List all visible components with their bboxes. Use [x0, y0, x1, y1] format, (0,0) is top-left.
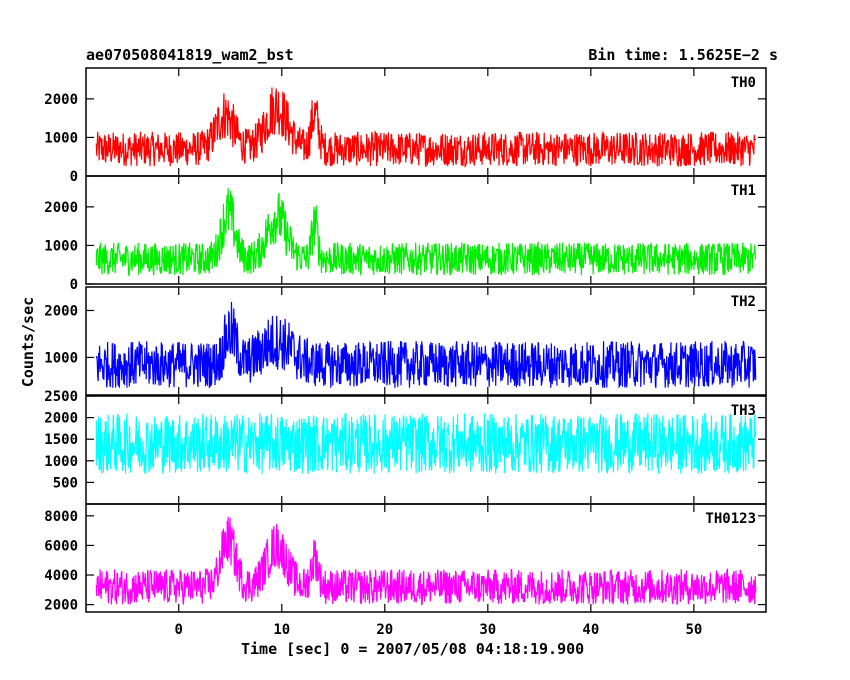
- plot-title-right: Bin time: 1.5625E−2 s: [588, 46, 778, 64]
- y-tick-label: 1000: [44, 130, 78, 146]
- series-line-th0123: [95, 516, 757, 606]
- panel-label: TH2: [731, 294, 756, 310]
- y-tick-label: 0: [70, 277, 78, 293]
- series-line-th2: [95, 301, 757, 389]
- panel-frame-th2: [85, 286, 767, 396]
- plot-title-left: ae070508041819_wam2_bst: [86, 46, 294, 64]
- y-tick-label: 0: [70, 169, 78, 185]
- series-line-th1: [95, 188, 757, 277]
- y-tick-label: 500: [53, 475, 78, 491]
- panel-label: TH1: [731, 183, 756, 199]
- y-tick-label: 2000: [44, 92, 78, 108]
- y-tick-label: 6000: [44, 538, 78, 554]
- panel-frame-th1: [85, 175, 767, 285]
- x-tick-label: 30: [479, 622, 496, 638]
- panel-label: TH3: [731, 403, 756, 419]
- panel-frame-th0123: [85, 503, 767, 613]
- y-tick-label: 2000: [44, 200, 78, 216]
- y-tick-label: 2000: [44, 303, 78, 319]
- x-tick-label: 20: [376, 622, 393, 638]
- y-tick-label: 4000: [44, 568, 78, 584]
- x-tick-label: 50: [685, 622, 702, 638]
- x-tick-label: 40: [582, 622, 599, 638]
- y-tick-label: 2000: [44, 598, 78, 614]
- y-tick-label: 2000: [44, 411, 78, 427]
- x-tick-label: 0: [175, 622, 183, 638]
- series-line-th3: [95, 413, 757, 474]
- y-tick-label: 1500: [44, 432, 78, 448]
- y-tick-label: 1000: [44, 350, 78, 366]
- y-tick-label: 1000: [44, 238, 78, 254]
- x-tick-label: 10: [273, 622, 290, 638]
- series-line-th0: [95, 87, 756, 168]
- panel-label: TH0123: [705, 511, 756, 527]
- y-tick-label: 1000: [44, 454, 78, 470]
- y-tick-label: 8000: [44, 509, 78, 525]
- panel-label: TH0: [731, 75, 756, 91]
- x-axis-label: Time [sec] 0 = 2007/05/08 04:18:19.900: [241, 640, 585, 658]
- y-tick-label: 2500: [44, 389, 78, 405]
